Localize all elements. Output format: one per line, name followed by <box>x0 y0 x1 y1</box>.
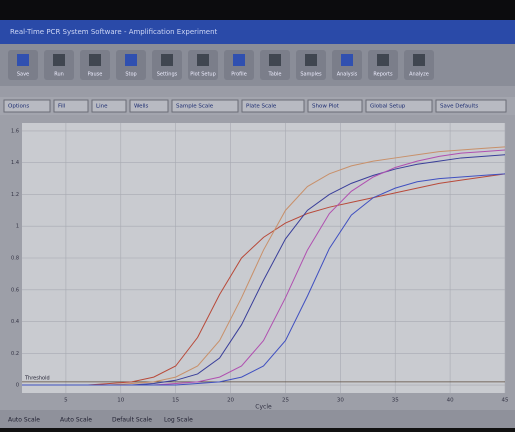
toolbar-label: Save <box>17 72 29 78</box>
bottom-button[interactable]: Auto Scale <box>8 417 40 424</box>
toolbar-icon <box>17 54 29 66</box>
x-tick-label: 35 <box>392 398 399 404</box>
tab-label: Show Plot <box>312 104 340 110</box>
toolbar-label: Settings <box>157 72 178 78</box>
toolbar-icon <box>233 54 245 66</box>
screen: Real-Time PCR System Software - Amplific… <box>0 0 515 428</box>
toolbar-label: Analyze <box>409 72 429 78</box>
toolbar-icon <box>125 54 137 66</box>
threshold-label: Threshold <box>24 375 50 381</box>
tab-label: Save Defaults <box>440 104 478 110</box>
x-tick-label: 20 <box>227 398 234 404</box>
toolbar-label: Reports <box>373 72 393 78</box>
toolbar-label: Analysis <box>337 72 358 78</box>
toolbar-icon <box>161 54 173 66</box>
toolbar-icon <box>377 54 389 66</box>
tab-label: Options <box>8 104 29 110</box>
y-tick-label: 0.8 <box>11 256 19 262</box>
tab-label: Plate Scale <box>246 104 277 110</box>
x-tick-label: 5 <box>64 398 68 404</box>
x-tick-label: 10 <box>117 398 124 404</box>
sub-toolbar <box>0 86 515 97</box>
y-tick-label: 0.6 <box>11 287 19 293</box>
x-axis-label: Cycle <box>255 404 272 411</box>
toolbar-label: Table <box>268 72 282 78</box>
toolbar-icon <box>341 54 353 66</box>
bottom-button[interactable]: Log Scale <box>164 417 193 424</box>
bottom-button[interactable]: Auto Scale <box>60 417 92 424</box>
tab-label: Fill <box>58 104 66 110</box>
x-tick-label: 15 <box>172 398 179 404</box>
page: Real-Time PCR System Software - Amplific… <box>0 0 515 428</box>
tab-label: Wells <box>134 104 149 110</box>
y-tick-label: 0 <box>16 383 19 389</box>
y-tick-label: 1.4 <box>11 160 19 166</box>
toolbar-label: Samples <box>300 72 322 78</box>
y-tick-label: 1.6 <box>11 128 19 134</box>
y-tick-label: 0.4 <box>11 319 19 325</box>
window-title: Real-Time PCR System Software - Amplific… <box>10 28 218 36</box>
y-tick-label: 1 <box>16 224 19 230</box>
toolbar-label: Run <box>54 72 64 78</box>
toolbar-label: Pause <box>88 72 103 78</box>
toolbar-icon <box>413 54 425 66</box>
x-tick-label: 40 <box>447 398 454 404</box>
y-tick-label: 0.2 <box>11 351 19 357</box>
toolbar <box>0 44 515 86</box>
tab-label: Global Setup <box>370 104 406 110</box>
tab-label: Line <box>96 104 108 110</box>
toolbar-icon <box>53 54 65 66</box>
toolbar-icon <box>197 54 209 66</box>
toolbar-icon <box>269 54 281 66</box>
toolbar-label: Stop <box>125 72 136 78</box>
x-tick-label: 45 <box>502 398 509 404</box>
tab-label: Sample Scale <box>176 104 214 110</box>
toolbar-label: Plot Setup <box>190 72 216 78</box>
toolbar-label: Profile <box>231 72 247 78</box>
bezel <box>0 0 515 20</box>
toolbar-icon <box>305 54 317 66</box>
x-tick-label: 30 <box>337 398 344 404</box>
y-tick-label: 1.2 <box>11 192 19 198</box>
x-tick-label: 25 <box>282 398 289 404</box>
toolbar-icon <box>89 54 101 66</box>
bottom-button[interactable]: Default Scale <box>112 417 152 424</box>
